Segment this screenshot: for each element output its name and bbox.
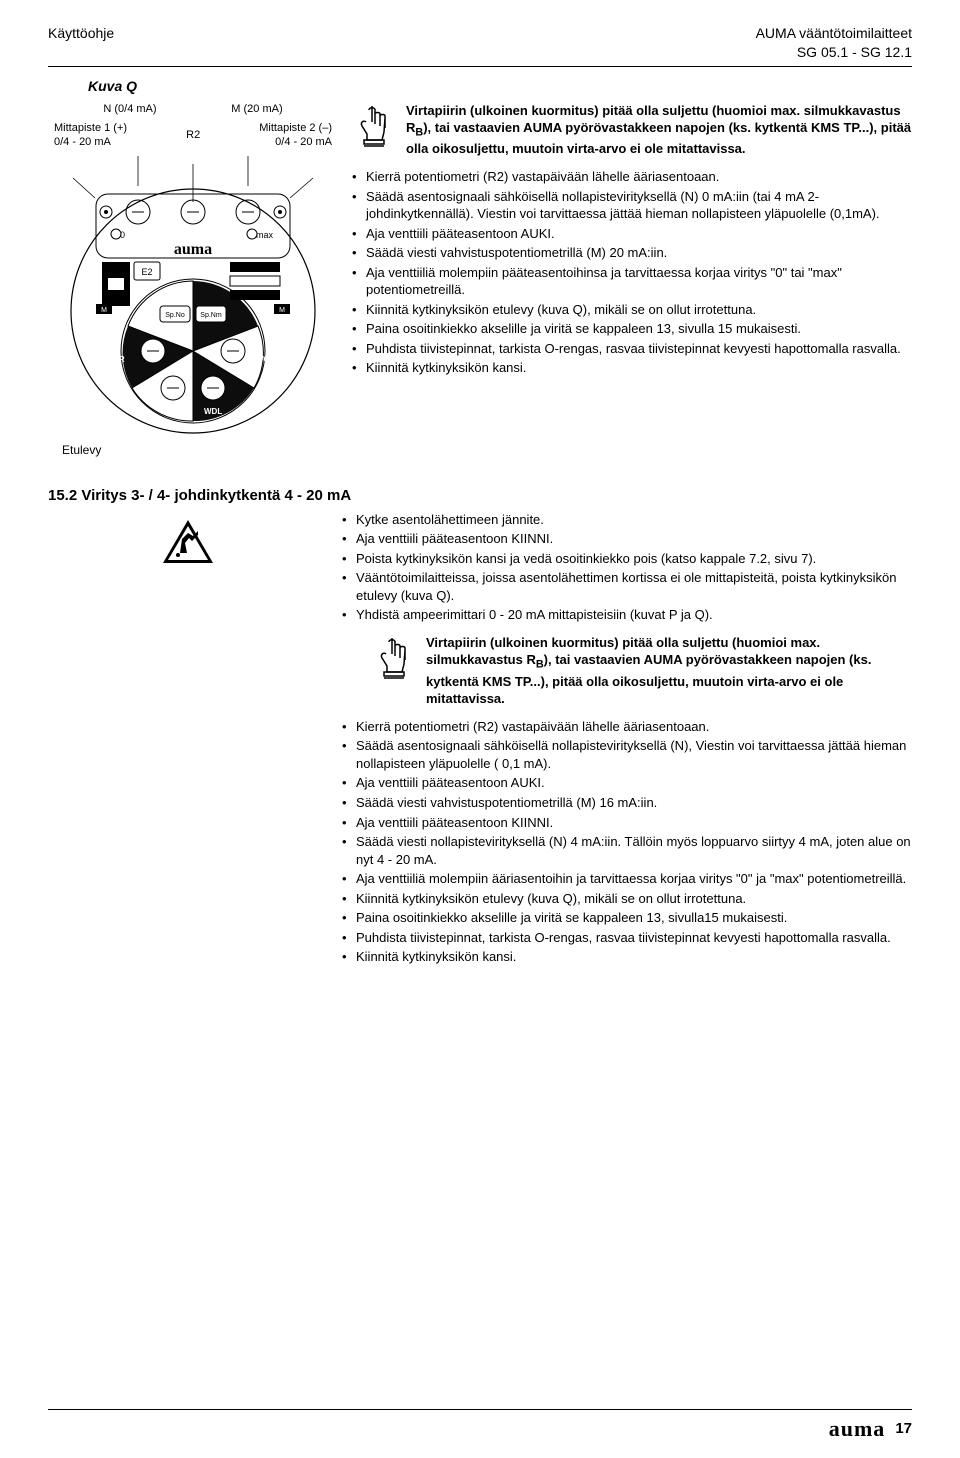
warning-text-2: Virtapiirin (ulkoinen kuormitus) pitää o… <box>426 634 912 708</box>
svg-text:M: M <box>101 307 107 314</box>
svg-text:WDL: WDL <box>204 407 222 416</box>
svg-text:WDR: WDR <box>160 407 179 416</box>
list-item: Aja venttiili pääteasentoon AUKI. <box>342 774 912 792</box>
list-item: Kierrä potentiometri (R2) vastapäivään l… <box>352 168 912 186</box>
diag-label-left2: 0/4 - 20 mA <box>54 135 127 150</box>
footer-logo: auma <box>829 1414 886 1444</box>
list-item: Säädä asentosignaali sähköisellä nollapi… <box>342 737 912 772</box>
svg-text:DÖL: DÖL <box>258 311 275 320</box>
list-item: Kiinnitä kytkinyksikön kansi. <box>342 948 912 966</box>
dial-diagram: 0 max auma E2 <box>58 156 328 436</box>
svg-text:max: max <box>256 230 274 240</box>
diag-label-r2: R2 <box>186 128 200 143</box>
svg-text:M: M <box>279 307 285 314</box>
danger-triangle-icon <box>160 517 216 572</box>
header-right: AUMA vääntötoimilaitteet SG 05.1 - SG 12… <box>756 24 912 62</box>
list-item: Aja venttiili pääteasentoon KIINNI. <box>342 530 912 548</box>
list-item: Paina osoitinkiekko akselille ja viritä … <box>342 909 912 927</box>
hand-point-icon-2 <box>372 634 414 682</box>
list-item: Aja venttiiliä molempiin ääriasentoihin … <box>342 870 912 888</box>
list-item: Puhdista tiivistepinnat, tarkista O-reng… <box>342 929 912 947</box>
etulevy-label: Etulevy <box>62 442 338 458</box>
list-item: Kierrä potentiometri (R2) vastapäivään l… <box>342 718 912 736</box>
diagram-column: N (0/4 mA) M (20 mA) Mittapiste 1 (+) 0/… <box>48 102 338 459</box>
bullets-lower-b: Kierrä potentiometri (R2) vastapäivään l… <box>342 718 912 966</box>
footer-page-number: 17 <box>895 1419 912 1439</box>
section-heading-15-2: 15.2 Viritys 3- / 4- johdinkytkentä 4 - … <box>48 486 912 506</box>
diag-label-m: M (20 mA) <box>231 102 282 117</box>
list-item: Vääntötoimilaitteissa, joissa asentolähe… <box>342 569 912 604</box>
list-item: Säädä asentosignaali sähköisellä nollapi… <box>352 188 912 223</box>
svg-text:auma: auma <box>174 241 212 258</box>
diag-label-right1: Mittapiste 2 (–) <box>259 121 332 136</box>
list-item: Aja venttiiliä molempiin pääteasentoihin… <box>352 264 912 299</box>
list-item: Kytke asentolähettimeen jännite. <box>342 511 912 529</box>
list-item: Aja venttiili pääteasentoon KIINNI. <box>342 814 912 832</box>
header-right-2: SG 05.1 - SG 12.1 <box>756 43 912 62</box>
diag-label-right2: 0/4 - 20 mA <box>259 135 332 150</box>
diag-label-n: N (0/4 mA) <box>103 102 156 117</box>
warning-text-1: Virtapiirin (ulkoinen kuormitus) pitää o… <box>406 102 912 158</box>
list-item: Poista kytkinyksikön kansi ja vedä osoit… <box>342 550 912 568</box>
svg-text:Sp.Nm: Sp.Nm <box>200 312 222 319</box>
divider-top <box>48 66 912 67</box>
list-item: Puhdista tiivistepinnat, tarkista O-reng… <box>352 340 912 358</box>
svg-text:E2: E2 <box>141 267 152 277</box>
list-item: Aja venttiili pääteasentoon AUKI. <box>352 225 912 243</box>
header-right-1: AUMA vääntötoimilaitteet <box>756 24 912 43</box>
diag-label-left1: Mittapiste 1 (+) <box>54 121 127 136</box>
svg-text:WSR: WSR <box>106 355 125 364</box>
hand-point-icon <box>352 102 394 150</box>
page-footer: auma 17 <box>48 1409 912 1444</box>
figure-label: Kuva Q <box>88 77 912 96</box>
list-item: Säädä viesti nollapistevirityksellä (N) … <box>342 833 912 868</box>
svg-text:Sp.No: Sp.No <box>165 312 185 319</box>
list-item: Kiinnitä kytkinyksikön etulevy (kuva Q),… <box>342 890 912 908</box>
list-item: Kiinnitä kytkinyksikön etulevy (kuva Q),… <box>352 301 912 319</box>
list-item: Paina osoitinkiekko akselille ja viritä … <box>352 320 912 338</box>
bullets-upper: Kierrä potentiometri (R2) vastapäivään l… <box>352 168 912 377</box>
svg-text:WÖL: WÖL <box>256 355 275 364</box>
header-left: Käyttöohje <box>48 24 114 62</box>
bullets-lower-a: Kytke asentolähettimeen jännite.Aja vent… <box>342 511 912 624</box>
list-item: Säädä viesti vahvistuspotentiometrillä (… <box>352 244 912 262</box>
list-item: Kiinnitä kytkinyksikön kansi. <box>352 359 912 377</box>
list-item: Yhdistä ampeerimittari 0 - 20 mA mittapi… <box>342 606 912 624</box>
list-item: Säädä viesti vahvistuspotentiometrillä (… <box>342 794 912 812</box>
